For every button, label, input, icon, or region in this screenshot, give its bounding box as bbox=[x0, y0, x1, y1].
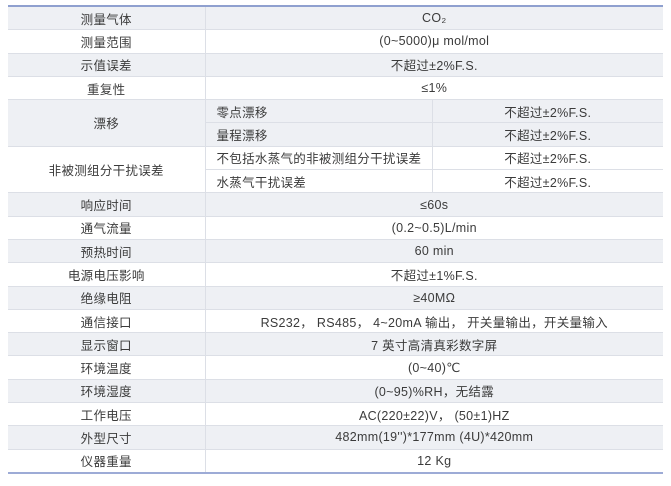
spec-value: 不超过±2%F.S. bbox=[204, 52, 664, 77]
spec-label: 仪器重量 bbox=[8, 448, 206, 472]
spec-value: 不超过±2%F.S. bbox=[431, 99, 664, 124]
spec-table-container: 测量气体 CO₂ 测量范围 (0~5000)μ mol/mol 示值误差 不超过… bbox=[8, 5, 664, 474]
table-row: 响应时间 ≤60s bbox=[8, 192, 664, 217]
spec-label: 预热时间 bbox=[8, 238, 206, 264]
spec-value: ≤1% bbox=[204, 75, 664, 101]
spec-label: 外型尺寸 bbox=[8, 425, 206, 450]
table-row: 工作电压 AC(220±22)V， (50±1)HZ bbox=[8, 402, 664, 427]
table-row: 重复性 ≤1% bbox=[8, 75, 664, 101]
spec-label: 工作电压 bbox=[8, 402, 206, 427]
table-row: 测量范围 (0~5000)μ mol/mol bbox=[8, 29, 664, 54]
table-row: 水蒸气干扰误差 不超过±2%F.S. bbox=[8, 169, 664, 194]
spec-label: 通气流量 bbox=[8, 215, 206, 240]
spec-label: 电源电压影响 bbox=[8, 262, 206, 287]
spec-label: 测量气体 bbox=[8, 7, 206, 31]
spec-subitem: 不包括水蒸气的非被测组分干扰误差 bbox=[204, 145, 433, 171]
spec-value: RS232， RS485， 4~20mA 输出， 开关量输出，开关量输入 bbox=[204, 308, 664, 334]
spec-label: 显示窗口 bbox=[8, 332, 206, 357]
spec-value: ≥40MΩ bbox=[204, 285, 664, 310]
spec-value: (0~95)%RH，无结露 bbox=[204, 378, 664, 404]
spec-subitem: 零点漂移 bbox=[204, 99, 433, 124]
spec-value: 不超过±2%F.S. bbox=[431, 145, 664, 171]
spec-value: CO₂ bbox=[204, 7, 664, 31]
spec-value: ≤60s bbox=[204, 192, 664, 217]
table-row: 显示窗口 7 英寸高清真彩数字屏 bbox=[8, 332, 664, 357]
table-row: 环境温度 (0~40)℃ bbox=[8, 355, 664, 380]
table-row: 非被测组分干扰误差 不包括水蒸气的非被测组分干扰误差 不超过±2%F.S. bbox=[8, 145, 664, 194]
spec-table: 测量气体 CO₂ 测量范围 (0~5000)μ mol/mol 示值误差 不超过… bbox=[8, 7, 664, 472]
table-row: 通信接口 RS232， RS485， 4~20mA 输出， 开关量输出，开关量输… bbox=[8, 308, 664, 334]
table-row: 绝缘电阻 ≥40MΩ bbox=[8, 285, 664, 310]
spec-label: 测量范围 bbox=[8, 29, 206, 54]
spec-value: (0~40)℃ bbox=[204, 355, 664, 380]
spec-label: 环境湿度 bbox=[8, 378, 206, 404]
table-row: 测量气体 CO₂ bbox=[8, 7, 664, 31]
spec-subitem: 量程漂移 bbox=[205, 122, 433, 147]
spec-value: (0.2~0.5)L/min bbox=[204, 215, 664, 240]
spec-value: 60 min bbox=[204, 238, 664, 264]
spec-label: 漂移 bbox=[8, 99, 206, 147]
table-row: 仪器重量 12 Kg bbox=[8, 448, 664, 472]
table-row: 示值误差 不超过±2%F.S. bbox=[8, 52, 664, 77]
table-row: 环境湿度 (0~95)%RH，无结露 bbox=[8, 378, 664, 404]
table-row: 漂移 零点漂移 不超过±2%F.S. bbox=[8, 99, 664, 147]
spec-value: (0~5000)μ mol/mol bbox=[204, 29, 664, 54]
table-row: 量程漂移 不超过±2%F.S. bbox=[8, 122, 664, 147]
spec-label: 非被测组分干扰误差 bbox=[8, 145, 206, 194]
spec-label: 响应时间 bbox=[8, 192, 206, 217]
spec-value: 不超过±2%F.S. bbox=[431, 169, 664, 194]
spec-label: 环境温度 bbox=[8, 355, 206, 380]
spec-label: 通信接口 bbox=[8, 308, 206, 334]
spec-value: 482mm(19'')*177mm (4U)*420mm bbox=[204, 425, 664, 450]
spec-label: 绝缘电阻 bbox=[8, 285, 206, 310]
spec-value: 12 Kg bbox=[204, 448, 664, 472]
table-row: 电源电压影响 不超过±1%F.S. bbox=[8, 262, 664, 287]
spec-subitem: 水蒸气干扰误差 bbox=[205, 169, 433, 194]
table-row: 外型尺寸 482mm(19'')*177mm (4U)*420mm bbox=[8, 425, 664, 450]
table-row: 通气流量 (0.2~0.5)L/min bbox=[8, 215, 664, 240]
spec-label: 示值误差 bbox=[8, 52, 206, 77]
spec-value: AC(220±22)V， (50±1)HZ bbox=[204, 402, 664, 427]
spec-value: 不超过±2%F.S. bbox=[431, 122, 664, 147]
table-row: 预热时间 60 min bbox=[8, 238, 664, 264]
spec-value: 不超过±1%F.S. bbox=[204, 262, 664, 287]
spec-value: 7 英寸高清真彩数字屏 bbox=[204, 332, 664, 357]
spec-label: 重复性 bbox=[8, 75, 206, 101]
